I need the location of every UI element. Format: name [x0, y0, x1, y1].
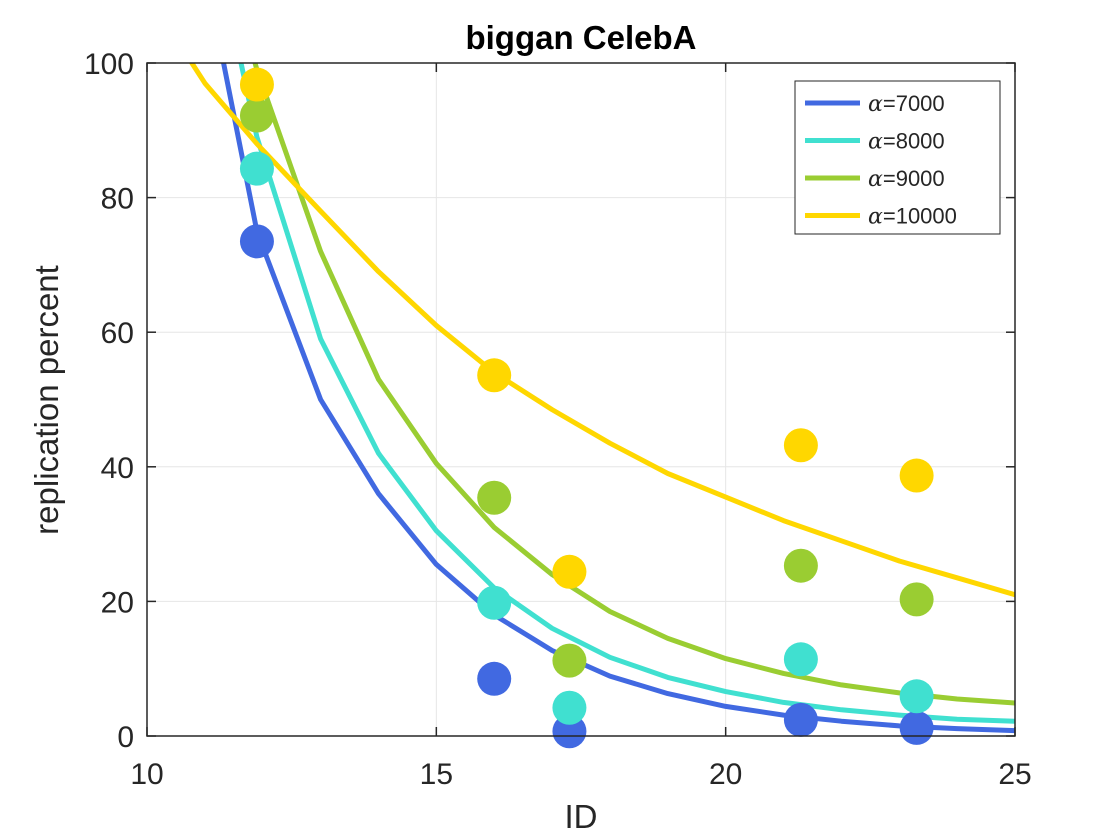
data-point [899, 458, 934, 493]
alpha-symbol: α [868, 130, 883, 155]
fit-curves [188, 63, 1015, 734]
data-point [783, 642, 818, 677]
x-tick-label: 20 [709, 758, 742, 791]
data-point [783, 702, 818, 737]
x-tick-label: 25 [998, 758, 1031, 791]
x-tick-label: 15 [420, 758, 453, 791]
legend-entry: α=10000 [868, 204, 957, 230]
chart-title: biggan CelebA [465, 19, 696, 56]
data-point [552, 554, 587, 589]
data-point [783, 428, 818, 463]
fit-curve [252, 63, 1015, 706]
data-point [239, 98, 274, 133]
y-tick-label: 40 [101, 452, 134, 485]
legend-series-name: =10000 [883, 204, 957, 229]
y-tick-label: 60 [101, 317, 134, 350]
legend-entry: α=7000 [868, 91, 945, 117]
data-point [899, 679, 934, 714]
data-point [899, 582, 934, 617]
legend-box [794, 80, 1001, 235]
plot-frame [146, 62, 1016, 737]
alpha-symbol: α [868, 167, 883, 192]
y-axis-label: replication percent [28, 265, 65, 535]
data-point [477, 480, 512, 515]
legend-series-name: =8000 [883, 129, 945, 154]
data-point [239, 151, 274, 186]
data-point [552, 690, 587, 725]
alpha-symbol: α [868, 205, 883, 230]
data-point [552, 643, 587, 678]
data-point [899, 710, 934, 745]
x-axis-label: ID [565, 798, 598, 835]
alpha-symbol: α [868, 92, 883, 117]
data-point [477, 358, 512, 393]
axis-ticks: 10 15 20 25 0 20 40 60 80 100 [84, 48, 1032, 791]
legend-entry: α=9000 [868, 166, 945, 192]
fit-curve [238, 63, 1015, 724]
y-tick-label: 0 [117, 721, 134, 754]
x-tick-label: 10 [130, 758, 163, 791]
data-point [239, 224, 274, 259]
data-point [783, 548, 818, 583]
data-point [477, 585, 512, 620]
y-tick-label: 100 [84, 48, 134, 81]
data-points [239, 67, 934, 749]
legend-series-name: =9000 [883, 166, 945, 191]
fit-curve [188, 63, 1015, 598]
legend-entry: α=8000 [868, 129, 945, 155]
y-tick-label: 80 [101, 183, 134, 216]
y-tick-label: 20 [101, 586, 134, 619]
data-point [477, 661, 512, 696]
data-point [552, 714, 587, 749]
legend-series-name: =7000 [883, 91, 945, 116]
data-point [239, 67, 274, 102]
